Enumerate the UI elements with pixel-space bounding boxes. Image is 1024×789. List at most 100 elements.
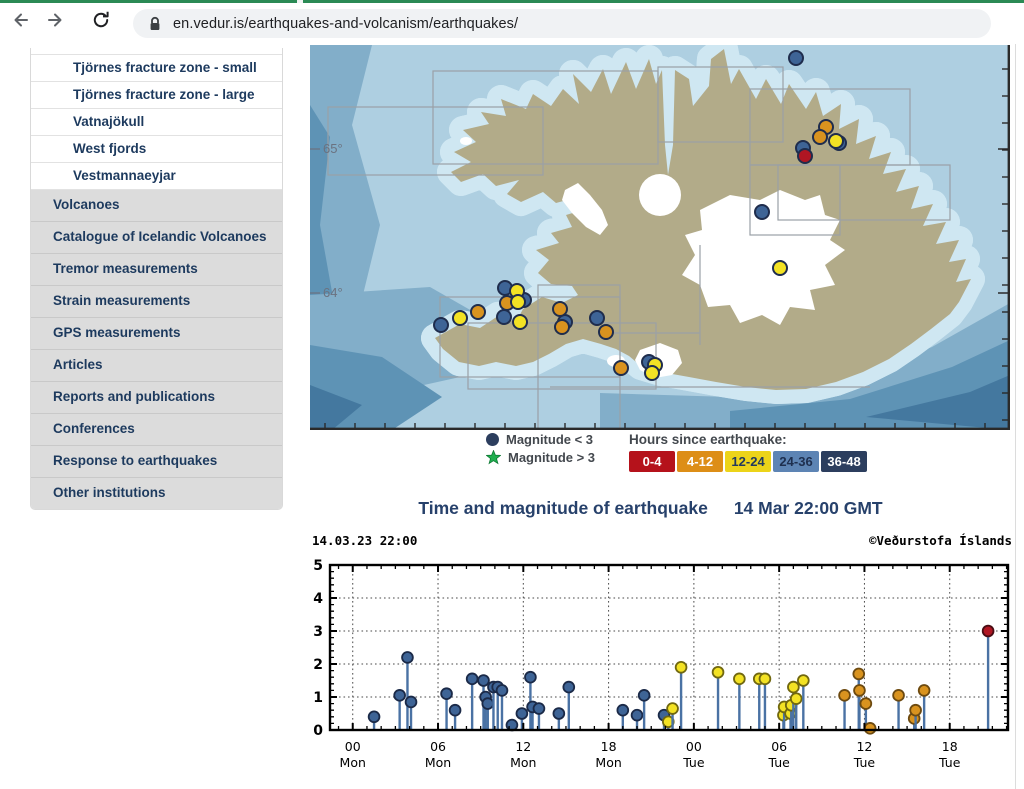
quake-dot-blue (590, 311, 604, 325)
quake-dot-orange (599, 325, 613, 339)
chart-point-blue (534, 703, 545, 714)
x-tick-label: 18 (601, 739, 617, 754)
chart-copyright: ©Veðurstofa Íslands (869, 533, 1012, 548)
hours-bin-12-24: 12-24 (725, 451, 771, 472)
x-tick-label: Mon (425, 755, 451, 770)
sidebar-item-articles[interactable]: Articles (31, 350, 282, 382)
sidebar-item-response-to-earthquakes[interactable]: Response to earthquakes (31, 446, 282, 478)
sidebar-item-volcanoes[interactable]: Volcanoes (31, 190, 282, 222)
sidebar-item-gps-measurements[interactable]: GPS measurements (31, 318, 282, 350)
y-tick-label: 2 (313, 657, 323, 673)
sidebar-item-tj-rnes-fracture-zone-small[interactable]: Tjörnes fracture zone - small (31, 55, 282, 82)
y-tick-label: 1 (313, 690, 323, 706)
chart-point-blue (478, 675, 489, 686)
sidebar-item-vatnaj-kull[interactable]: Vatnajökull (31, 109, 282, 136)
chart-point-yellow (760, 673, 771, 684)
reload-icon (91, 10, 111, 35)
chart-point-blue (369, 711, 380, 722)
magnitude-lt3-label: Magnitude < 3 (506, 432, 593, 447)
x-tick-label: 12 (856, 739, 872, 754)
chart-point-yellow (713, 667, 724, 678)
x-tick-label: 18 (942, 739, 958, 754)
chart-point-orange (910, 705, 921, 716)
quake-dot-blue (497, 310, 511, 324)
chart-point-blue (450, 705, 461, 716)
map-legend: Magnitude < 3 Magnitude > 3 Hours since … (310, 432, 1015, 472)
chart-title-text: Time and magnitude of earthquake (418, 498, 707, 518)
x-tick-label: Mon (595, 755, 621, 770)
magnitude-gt3-label: Magnitude > 3 (508, 450, 595, 465)
url-text[interactable]: en.vedur.is/earthquakes-and-volcanism/ea… (173, 16, 518, 32)
chart-point-orange (865, 723, 876, 734)
quake-dot-yellow (453, 311, 467, 325)
quake-dot-orange (614, 361, 628, 375)
back-button[interactable] (8, 9, 34, 35)
x-tick-label: 00 (686, 739, 702, 754)
quake-dot-orange (555, 320, 569, 334)
chart-point-blue (617, 705, 628, 716)
chart-title: Time and magnitude of earthquake 14 Mar 2… (298, 498, 1003, 519)
chart-title-time: 14 Mar 22:00 GMT (734, 498, 883, 518)
sidebar-item-tremor-measurements[interactable]: Tremor measurements (31, 254, 282, 286)
forward-button[interactable] (42, 9, 68, 35)
quake-dot-yellow (513, 315, 527, 329)
quake-dot-yellow (645, 366, 659, 380)
chart-point-yellow (734, 673, 745, 684)
x-tick-label: 00 (345, 739, 361, 754)
magnitude-legend: Magnitude < 3 Magnitude > 3 (486, 432, 595, 472)
hours-legend: Hours since earthquake: 0-44-1212-2424-3… (629, 432, 867, 472)
chart-point-orange (893, 690, 904, 701)
quake-dot-orange (553, 302, 567, 316)
chart-point-orange (839, 690, 850, 701)
chart-point-blue (525, 672, 536, 683)
sidebar-item-catalogue-of-icelandic-volcanoes[interactable]: Catalogue of Icelandic Volcanoes (31, 222, 282, 254)
sidebar-item-west-fjords[interactable]: West fjords (31, 136, 282, 163)
chart-timestamp: 14.03.23 22:00 (312, 533, 417, 548)
chart-point-blue (497, 685, 508, 696)
quake-dot-blue (755, 205, 769, 219)
quake-dot-yellow (511, 295, 525, 309)
chart-point-blue (563, 682, 574, 693)
hours-bin-24-36: 24-36 (773, 451, 819, 472)
sidebar-item-tj-rnes-fracture-zone-large[interactable]: Tjörnes fracture zone - large (31, 82, 282, 109)
chart-point-orange (860, 698, 871, 709)
sidebar-item-conferences[interactable]: Conferences (31, 414, 282, 446)
chart-point-blue (441, 688, 452, 699)
tab-divider (297, 0, 303, 3)
chart-point-yellow (791, 693, 802, 704)
hours-bin-36-48: 36-48 (821, 451, 867, 472)
quake-dot-yellow (773, 261, 787, 275)
chart-point-blue (467, 673, 478, 684)
chart-plot: 01234500Mon06Mon12Mon18Mon00Tue06Tue12Tu… (310, 558, 1010, 780)
y-tick-label: 0 (313, 723, 323, 739)
browser-chrome: en.vedur.is/earthquakes-and-volcanism/ea… (0, 0, 1024, 44)
sidebar-clipped-row (31, 48, 282, 55)
y-tick-label: 4 (313, 591, 323, 607)
x-tick-label: Mon (510, 755, 536, 770)
chart-point-orange (853, 669, 864, 680)
lat-label-65: 65° (323, 141, 343, 156)
browser-theme-strip (0, 0, 1024, 3)
chart-point-blue (402, 652, 413, 663)
chart-point-orange (919, 685, 930, 696)
x-tick-label: Tue (682, 755, 705, 770)
lock-icon[interactable] (146, 15, 164, 33)
quake-dot-orange (813, 130, 827, 144)
reload-button[interactable] (88, 9, 114, 35)
quake-dot-yellow (829, 134, 843, 148)
quake-dot-blue (789, 51, 803, 65)
quake-dot-blue (434, 318, 448, 332)
x-tick-label: Tue (853, 755, 876, 770)
sidebar-item-other-institutions[interactable]: Other institutions (31, 478, 282, 509)
chart-point-blue (482, 698, 493, 709)
main-content: 65° 64° Magnitude < 3 Magnit (310, 45, 1015, 785)
address-bar[interactable]: en.vedur.is/earthquakes-and-volcanism/ea… (133, 9, 991, 38)
hours-bin-0-4: 0-4 (629, 451, 675, 472)
x-tick-label: 06 (771, 739, 787, 754)
x-tick-label: 06 (430, 739, 446, 754)
sidebar-item-reports-and-publications[interactable]: Reports and publications (31, 382, 282, 414)
sidebar-item-strain-measurements[interactable]: Strain measurements (31, 286, 282, 318)
sidebar-item-vestmannaeyjar[interactable]: Vestmannaeyjar (31, 163, 282, 190)
chart-point-blue (553, 708, 564, 719)
chart-point-blue (632, 710, 643, 721)
